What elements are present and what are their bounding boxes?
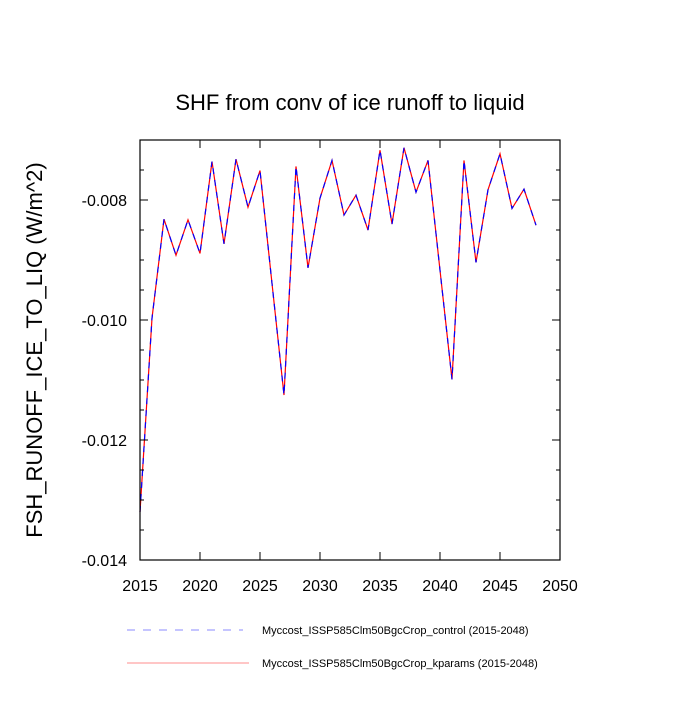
x-tick-label: 2040 [422, 578, 458, 595]
axis-ticks: 2015 2020 2025 2030 2035 2040 2045 2050 -0.014 -0… [82, 140, 578, 595]
x-tick-label: 2020 [182, 578, 218, 595]
legend-label-kparams: Myccost_ISSP585Clm50BgcCrop_kparams (201… [262, 658, 538, 670]
y-tick-label: -0.010 [82, 313, 127, 330]
x-tick-label: 2015 [122, 578, 158, 595]
y-tick-label: -0.012 [82, 433, 127, 450]
y-tick-label: -0.008 [82, 193, 127, 210]
x-tick-label: 2030 [302, 578, 338, 595]
legend-label-control: Myccost_ISSP585Clm50BgcCrop_control (201… [262, 625, 529, 637]
plot-frame [140, 140, 560, 560]
series-layer [140, 148, 536, 512]
y-axis-label: FSH_RUNOFF_ICE_TO_LIQ (W/m^2) [22, 162, 47, 537]
series-line-1 [140, 148, 536, 512]
x-tick-label: 2050 [542, 578, 578, 595]
legend: Myccost_ISSP585Clm50BgcCrop_control (201… [127, 625, 538, 670]
x-tick-label: 2045 [482, 578, 518, 595]
x-tick-label: 2035 [362, 578, 398, 595]
y-tick-label: -0.014 [82, 553, 127, 570]
chart-title: SHF from conv of ice runoff to liquid [175, 90, 524, 115]
series-line-0 [140, 148, 536, 512]
x-tick-label: 2025 [242, 578, 278, 595]
